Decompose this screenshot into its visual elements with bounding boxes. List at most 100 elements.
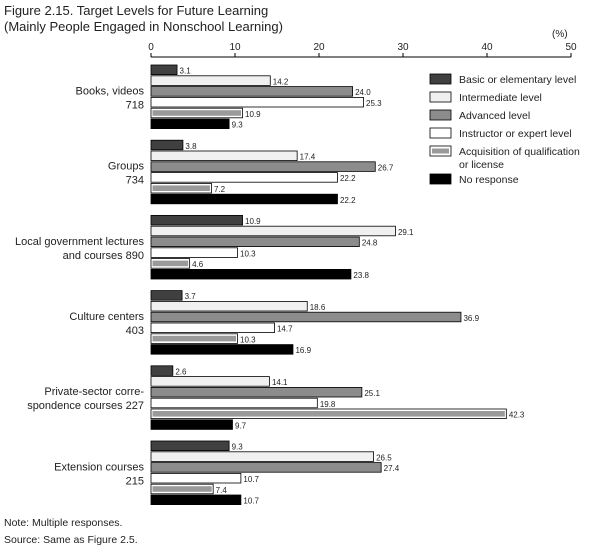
- legend-swatch: [429, 91, 452, 103]
- bar-value-label: 7.4: [216, 486, 228, 495]
- bar-value-label: 36.9: [463, 314, 479, 323]
- bar: [150, 193, 338, 205]
- bar-fill: [152, 185, 210, 191]
- bar: [150, 419, 233, 430]
- bar: [150, 344, 294, 355]
- bar: [150, 225, 396, 237]
- bar: [150, 118, 230, 130]
- bar-value-label: 27.4: [384, 464, 400, 473]
- legend-label-line: Basic or elementary level: [459, 74, 576, 86]
- source-text: Source: Same as Figure 2.5.: [4, 534, 138, 546]
- x-tick-label: 30: [397, 42, 409, 53]
- bar-value-label: 42.3: [509, 411, 525, 420]
- bar-fill: [152, 260, 189, 267]
- legend-label: Advanced level: [459, 110, 530, 122]
- bar: [150, 300, 308, 312]
- legend-swatch: [429, 127, 452, 139]
- legend-label: Basic or elementary level: [459, 74, 576, 86]
- category-label-line: 215: [126, 475, 144, 487]
- x-tick-label: 10: [229, 42, 241, 53]
- bar-value-label: 26.5: [376, 453, 392, 462]
- bar-value-label: 9.7: [235, 421, 247, 430]
- bar: [150, 365, 174, 376]
- bar: [150, 214, 243, 226]
- bar: [150, 397, 318, 409]
- legend-item: Instructor or expert level: [429, 127, 572, 140]
- bar-value-label: 9.3: [232, 121, 244, 130]
- bar-value-label: 19.8: [320, 400, 336, 409]
- category-label: Groups 734: [108, 161, 145, 187]
- bar-value-label: 14.2: [273, 77, 289, 86]
- category-label: Books, videos 718: [76, 85, 145, 111]
- bar-value-label: 3.1: [180, 67, 192, 76]
- bar-value-label: 29.1: [398, 228, 414, 237]
- bar-value-label: 26.7: [378, 163, 394, 172]
- bar: [150, 247, 238, 258]
- legend-item: No response: [429, 173, 519, 186]
- legend-swatch-fill: [432, 148, 449, 154]
- bar-group: 9.3 26.5 27.4 10.7 7.4 10.7: [150, 440, 400, 506]
- bar: [150, 494, 242, 506]
- note-text: Note: Multiple responses.: [4, 517, 122, 529]
- legend-label: Intermediate level: [459, 92, 542, 104]
- legend-label-line: Acquisition of qualification: [459, 146, 580, 158]
- bar-group: 10.9 29.1 24.8 10.3 4.6 23.8: [150, 214, 414, 280]
- unit-label: (%): [552, 29, 568, 40]
- bar-value-label: 25.1: [364, 389, 380, 398]
- bar: [150, 451, 375, 462]
- legend-label-line: No response: [459, 174, 519, 186]
- bar-value-label: 22.2: [340, 196, 356, 205]
- bar-value-label: 10.9: [245, 110, 261, 119]
- legend-swatch: [429, 73, 452, 85]
- bar-value-label: 24.0: [355, 88, 371, 97]
- bar-value-label: 10.3: [240, 335, 256, 344]
- bar: [150, 97, 364, 108]
- category-label-line: Books, videos: [76, 85, 145, 97]
- bar: [150, 172, 338, 183]
- category-label: Culture centers 403: [69, 311, 144, 337]
- category-label-line: Extension courses: [54, 461, 144, 473]
- legend-item: Advanced level: [429, 109, 530, 122]
- bar-value-label: 22.2: [340, 174, 356, 183]
- legend: Basic or elementary level Intermediate le…: [429, 73, 580, 186]
- category-label-line: spondence courses 227: [27, 400, 144, 412]
- bar: [150, 161, 376, 172]
- bar: [150, 386, 363, 398]
- bar: [150, 75, 271, 86]
- bar-value-label: 3.8: [185, 142, 197, 151]
- bar-value-label: 7.2: [214, 185, 226, 194]
- bar-value-label: 17.4: [300, 153, 316, 162]
- bar-value-label: 10.7: [243, 497, 259, 506]
- legend-swatch: [429, 109, 452, 121]
- bar-value-label: 10.7: [243, 475, 259, 484]
- chart-title: Figure 2.15. Target Levels for Future Le…: [4, 3, 268, 18]
- x-tick-label: 20: [313, 42, 325, 53]
- category-label-line: Culture centers: [69, 311, 144, 323]
- legend-label-line: Intermediate level: [459, 92, 542, 104]
- bar-value-label: 16.9: [295, 346, 311, 355]
- category-label: Private-sector corre-spondence courses 2…: [27, 386, 144, 412]
- bar: [150, 236, 360, 248]
- category-label-line: Private-sector corre-: [44, 386, 144, 398]
- category-label: Extension courses 215: [54, 461, 144, 487]
- chart-subtitle: (Mainly People Engaged in Nonschool Lear…: [4, 19, 283, 34]
- bar: [150, 311, 462, 323]
- bar-value-label: 23.8: [353, 271, 369, 280]
- category-label-line: 718: [126, 99, 144, 111]
- bar: [150, 440, 230, 452]
- bar-groups: 3.114.224.025.310.99.33.817.426.722.27.2…: [150, 64, 525, 506]
- legend-item: Acquisition of qualification or license: [429, 145, 580, 171]
- bar: [150, 268, 352, 280]
- legend-swatch: [429, 173, 452, 185]
- bar-value-label: 24.8: [362, 239, 378, 248]
- category-label-line: and courses 890: [63, 250, 144, 262]
- bar: [150, 86, 354, 97]
- category-label-line: Groups: [108, 161, 145, 173]
- bar: [150, 376, 270, 387]
- x-tick-label: 0: [148, 42, 154, 53]
- bar-value-label: 3.7: [185, 292, 197, 301]
- bar: [150, 64, 178, 76]
- bar: [150, 322, 275, 334]
- category-label-line: 403: [126, 325, 144, 337]
